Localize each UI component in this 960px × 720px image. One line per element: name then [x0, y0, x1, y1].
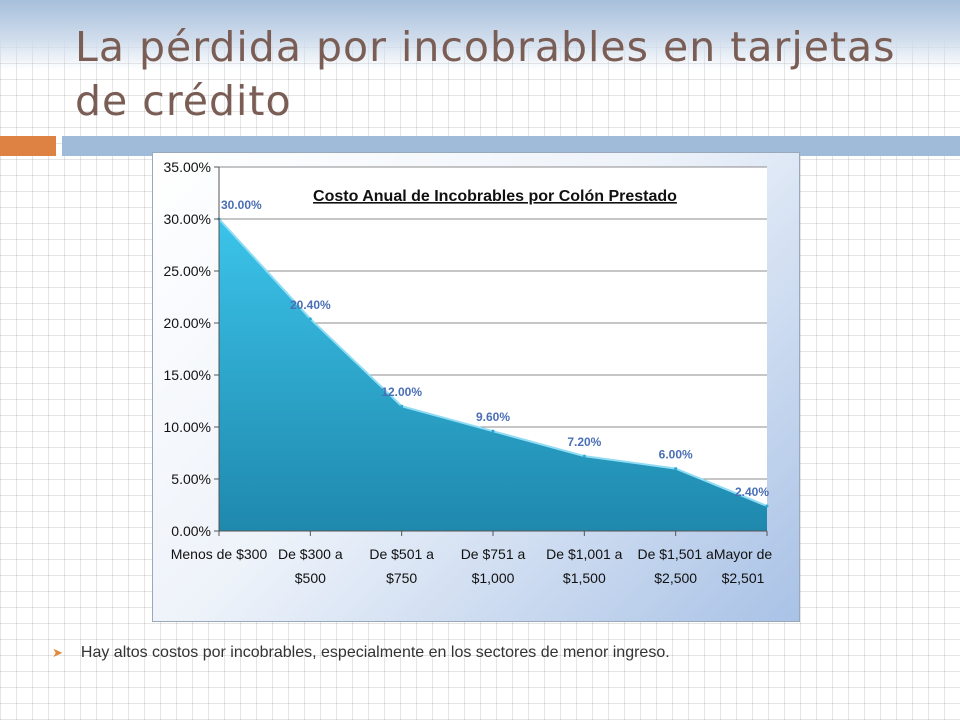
- x-tick-label: De $1,501 a $2,500: [638, 546, 714, 586]
- data-label: 2.40%: [735, 485, 769, 499]
- y-tick-label: 10.00%: [164, 419, 211, 435]
- axes: [214, 166, 768, 536]
- data-point: [491, 429, 495, 433]
- x-tick-label: De $501 a $750: [369, 546, 434, 586]
- x-tick-label-line: $1,500: [563, 570, 606, 586]
- x-tick-label-line: De $501 a: [369, 546, 434, 562]
- y-tick-label: 35.00%: [164, 159, 211, 175]
- x-tick-label-line: Menos de $300: [171, 546, 268, 562]
- x-tick-label: De $1,001 a $1,500: [546, 546, 622, 586]
- data-point: [582, 454, 586, 458]
- data-label: 7.20%: [567, 435, 601, 449]
- bullet-text: Hay altos costos por incobrables, especi…: [80, 644, 670, 661]
- y-tick-label: 20.00%: [164, 315, 211, 331]
- x-tick-label-line: $500: [295, 570, 326, 586]
- data-point: [400, 404, 404, 408]
- x-tick-label-line: De $1,501 a: [638, 546, 714, 562]
- data-point: [765, 504, 769, 508]
- y-tick-label: 5.00%: [171, 471, 211, 487]
- x-tick-label-line: De $751 a: [461, 546, 526, 562]
- title-background-band: [0, 0, 960, 70]
- x-tick-label-line: De $300 a: [278, 546, 343, 562]
- x-tick-label-line: $2,500: [654, 570, 697, 586]
- x-tick-label-line: De $1,001 a: [546, 546, 622, 562]
- data-label: 9.60%: [476, 410, 510, 424]
- area-chart: 0.00% 5.00% 10.00% 15.00% 20.00% 25.00% 30.00%…: [164, 159, 773, 586]
- x-tick-label: De $300 a $500: [278, 546, 343, 586]
- arrowhead-icon: ➤: [52, 645, 63, 660]
- area-series: [217, 217, 769, 531]
- chart-container: 0.00% 5.00% 10.00% 15.00% 20.00% 25.00% 30.00%…: [152, 152, 800, 622]
- data-label: 6.00%: [659, 448, 693, 462]
- x-tick-label: Mayor de $2,501: [714, 546, 773, 586]
- x-tick-label-line: $750: [386, 570, 417, 586]
- accent-bar-blue: [62, 136, 960, 156]
- data-point: [308, 317, 312, 321]
- data-label: 30.00%: [221, 198, 262, 212]
- labels: 0.00% 5.00% 10.00% 15.00% 20.00% 25.00% 30.00%…: [164, 159, 773, 586]
- area-fill: [219, 219, 767, 531]
- data-label: 20.40%: [290, 298, 331, 312]
- y-tick-label: 30.00%: [164, 211, 211, 227]
- accent-bar-orange: [0, 136, 56, 156]
- bullet-point: ➤ Hay altos costos por incobrables, espec…: [52, 642, 670, 664]
- data-point: [674, 467, 678, 471]
- data-label: 12.00%: [381, 385, 422, 399]
- x-tick-label-line: $2,501: [722, 570, 765, 586]
- x-tick-label: Menos de $300: [171, 546, 268, 562]
- y-tick-label: 25.00%: [164, 263, 211, 279]
- x-tick-label: De $751 a $1,000: [461, 546, 526, 586]
- x-tick-label-line: Mayor de: [714, 546, 773, 562]
- chart-title: Costo Anual de Incobrables por Colón Pre…: [313, 188, 677, 205]
- slide-title: La pérdida por incobrables en tarjetas d…: [75, 23, 896, 125]
- y-tick-label: 0.00%: [171, 523, 211, 539]
- y-tick-label: 15.00%: [164, 367, 211, 383]
- x-tick-label-line: $1,000: [472, 570, 515, 586]
